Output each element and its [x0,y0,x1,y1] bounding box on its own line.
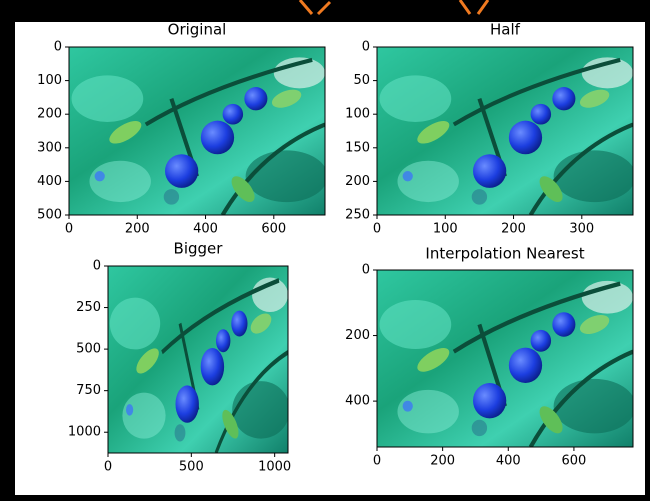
x-tick-label: 200 [125,222,150,237]
subplot-title: Half [490,21,521,39]
subplot-title: Original [168,21,227,39]
image [108,266,290,453]
y-tick-label: 200 [345,328,370,343]
y-tick-label: 500 [76,342,101,357]
y-tick-label: 0 [54,40,62,55]
y-tick-label: 100 [345,107,370,122]
subplot-title: Interpolation Nearest [425,245,584,263]
x-tick-label: 0 [373,454,381,469]
y-tick-label: 300 [37,140,62,155]
y-tick-label: 200 [345,174,370,189]
x-tick-label: 400 [193,222,218,237]
x-tick-label: 500 [179,460,204,475]
y-tick-label: 150 [345,140,370,155]
figure: Original02004006000100200300400500Half01… [0,0,650,501]
y-tick-label: 100 [37,73,62,88]
cropped-header [300,0,488,14]
y-tick-label: 500 [37,208,62,223]
subplot-title: Bigger [174,240,224,258]
x-tick-label: 200 [430,454,455,469]
x-tick-label: 600 [261,222,286,237]
x-tick-label: 1000 [258,460,291,475]
y-tick-label: 400 [345,394,370,409]
y-tick-label: 0 [362,263,370,278]
x-tick-label: 0 [104,460,112,475]
y-tick-label: 250 [345,208,370,223]
y-tick-label: 250 [76,300,101,315]
y-tick-label: 50 [353,73,370,88]
y-tick-label: 400 [37,174,62,189]
image [377,47,636,215]
image [69,47,328,215]
x-tick-label: 100 [433,222,458,237]
y-tick-label: 200 [37,107,62,122]
x-tick-label: 600 [562,454,587,469]
image [377,270,636,447]
y-tick-label: 0 [93,259,101,274]
x-tick-label: 200 [501,222,526,237]
x-tick-label: 0 [373,222,381,237]
x-tick-label: 400 [496,454,521,469]
y-tick-label: 1000 [68,425,101,440]
x-tick-label: 300 [569,222,594,237]
y-tick-label: 0 [362,40,370,55]
x-tick-label: 0 [65,222,73,237]
y-tick-label: 750 [76,383,101,398]
